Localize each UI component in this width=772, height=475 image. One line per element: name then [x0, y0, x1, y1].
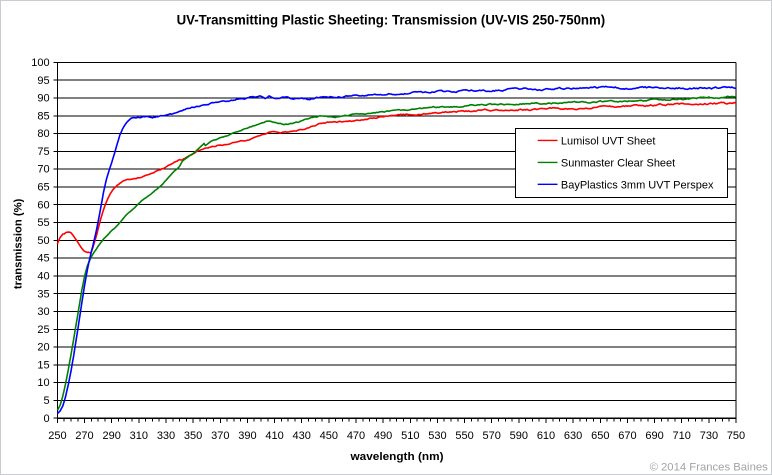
svg-text:transmission (%): transmission (%)	[13, 198, 25, 289]
svg-text:290: 290	[103, 430, 121, 442]
svg-text:wavelength (nm): wavelength (nm)	[349, 451, 443, 463]
svg-text:730: 730	[700, 430, 718, 442]
svg-text:25: 25	[37, 324, 49, 336]
svg-text:© 2014 Frances Baines: © 2014 Frances Baines	[650, 462, 769, 474]
svg-text:10: 10	[37, 377, 49, 389]
svg-text:570: 570	[483, 430, 501, 442]
svg-text:5: 5	[43, 395, 49, 407]
svg-text:530: 530	[428, 430, 446, 442]
svg-text:40: 40	[37, 271, 49, 283]
svg-text:310: 310	[130, 430, 148, 442]
svg-text:35: 35	[37, 288, 49, 300]
svg-text:630: 630	[564, 430, 582, 442]
svg-text:270: 270	[75, 430, 93, 442]
svg-text:350: 350	[184, 430, 202, 442]
svg-text:15: 15	[37, 359, 49, 371]
svg-text:95: 95	[37, 75, 49, 87]
svg-text:690: 690	[645, 430, 663, 442]
svg-text:30: 30	[37, 306, 49, 318]
svg-text:710: 710	[673, 430, 691, 442]
svg-text:85: 85	[37, 110, 49, 122]
svg-text:65: 65	[37, 182, 49, 194]
svg-text:650: 650	[591, 430, 609, 442]
svg-text:450: 450	[320, 430, 338, 442]
svg-text:670: 670	[618, 430, 636, 442]
svg-text:20: 20	[37, 342, 49, 354]
svg-text:70: 70	[37, 164, 49, 176]
svg-text:55: 55	[37, 217, 49, 229]
svg-text:470: 470	[347, 430, 365, 442]
svg-text:430: 430	[293, 430, 311, 442]
svg-text:100: 100	[31, 57, 49, 69]
svg-text:250: 250	[48, 430, 66, 442]
svg-text:590: 590	[510, 430, 528, 442]
svg-text:370: 370	[211, 430, 229, 442]
svg-text:490: 490	[374, 430, 392, 442]
svg-text:50: 50	[37, 235, 49, 247]
svg-text:610: 610	[537, 430, 555, 442]
svg-text:75: 75	[37, 146, 49, 158]
svg-text:330: 330	[157, 430, 175, 442]
svg-text:510: 510	[401, 430, 419, 442]
svg-text:Lumisol UVT Sheet: Lumisol UVT Sheet	[561, 136, 656, 148]
svg-text:550: 550	[455, 430, 473, 442]
svg-text:390: 390	[238, 430, 256, 442]
svg-text:0: 0	[43, 413, 49, 425]
svg-text:45: 45	[37, 253, 49, 265]
svg-text:BayPlastics 3mm UVT Perspex: BayPlastics 3mm UVT Perspex	[561, 179, 714, 191]
svg-text:UV-Transmitting Plastic Sheeti: UV-Transmitting Plastic Sheeting: Transm…	[177, 12, 606, 27]
svg-text:90: 90	[37, 93, 49, 105]
svg-text:410: 410	[265, 430, 283, 442]
svg-text:Sunmaster Clear Sheet: Sunmaster Clear Sheet	[561, 158, 675, 170]
svg-text:60: 60	[37, 199, 49, 211]
svg-text:80: 80	[37, 128, 49, 140]
svg-text:750: 750	[727, 430, 745, 442]
